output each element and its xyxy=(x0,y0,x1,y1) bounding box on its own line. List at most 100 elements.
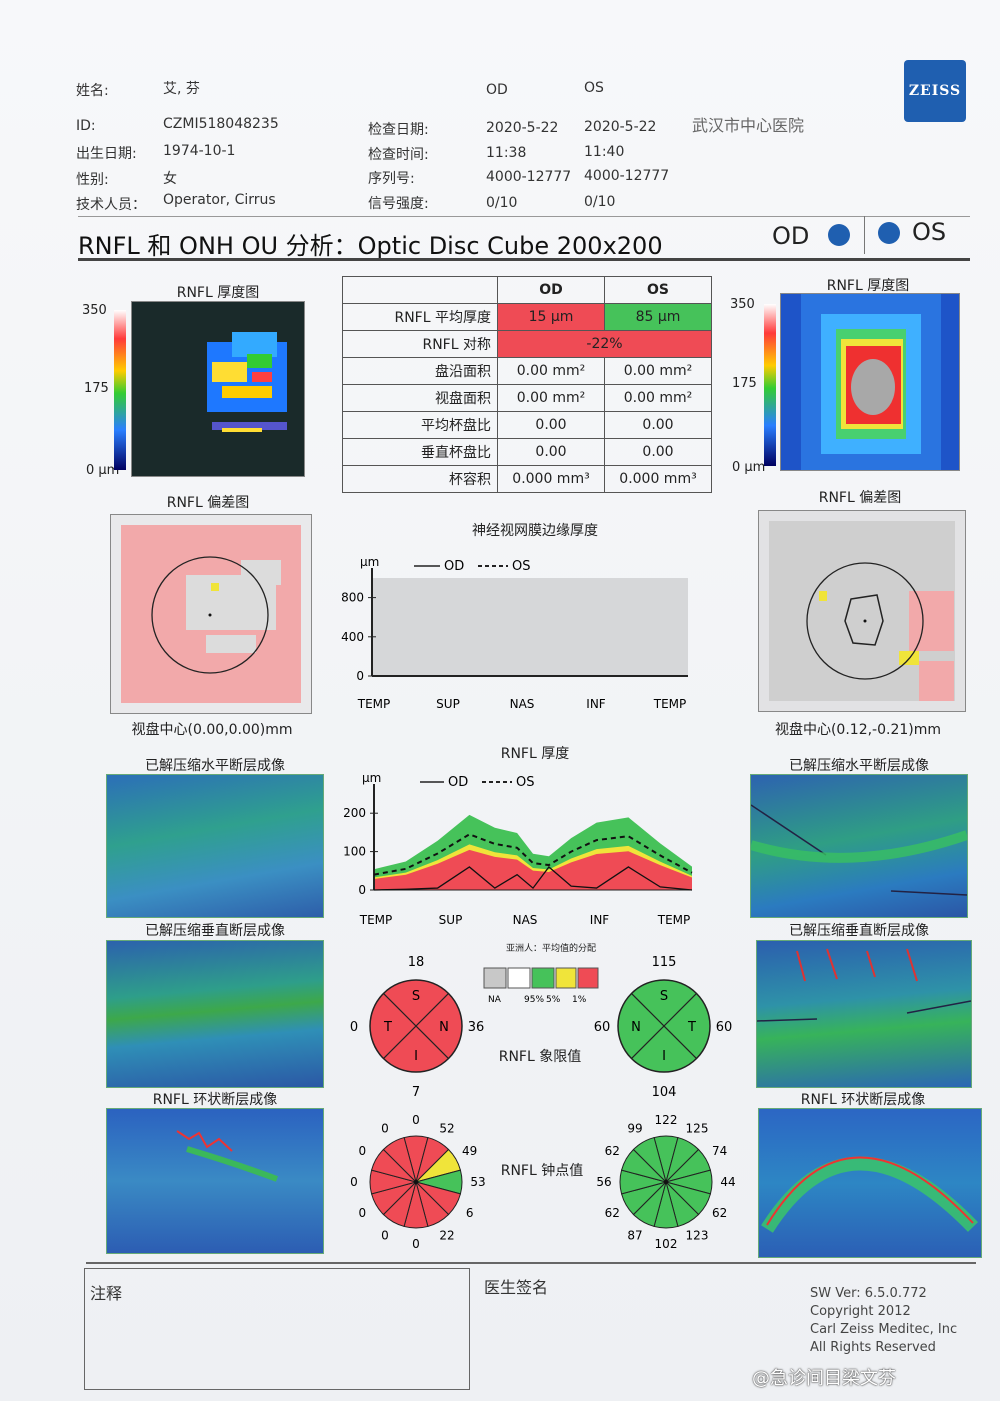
quadrant-title: RNFL 象限值 xyxy=(498,1049,582,1065)
exam-date-od: 2020-5-22 xyxy=(486,120,559,136)
rim-legend-od: OD xyxy=(444,559,464,574)
os-clock-value: 62 xyxy=(605,1144,620,1158)
od-circular-scan-title: RNFL 环状断层成像 xyxy=(152,1092,278,1108)
rim-y-tick-label: 400 xyxy=(341,630,364,644)
od-scale-min: 0 μm xyxy=(86,463,120,478)
od-clock-value: 6 xyxy=(466,1206,474,1220)
os-clock-value: 99 xyxy=(627,1121,642,1135)
od-clock-value: 22 xyxy=(439,1229,454,1243)
table-col-os: OS xyxy=(604,276,712,304)
hospital-name: 武汉市中心医院 xyxy=(692,116,805,135)
os-quadrant-divider xyxy=(631,993,697,1059)
eye-od-label: OD xyxy=(772,222,810,250)
exam-time-label: 检查时间: xyxy=(368,147,429,163)
od-quadrant-letter: S xyxy=(412,989,420,1004)
rnfl-legend-os: OS xyxy=(516,775,534,790)
os-scale-min: 0 μm xyxy=(732,460,766,475)
os-quadrant-letter: I xyxy=(662,1049,666,1064)
os-clock-value: 87 xyxy=(627,1229,642,1243)
watermark: @急诊间目梁文芬 xyxy=(752,1368,896,1389)
os-vertical-scan xyxy=(756,940,972,1088)
id-label: ID: xyxy=(76,118,96,134)
od-quadrant-chart: S N I T 18 36 7 0 xyxy=(350,955,484,1100)
od-clock-value: 0 xyxy=(412,1237,420,1251)
os-disc-center: 视盘中心(0.12,-0.21)mm xyxy=(774,722,942,738)
os-dot-icon xyxy=(878,222,900,244)
od-clock-value: 0 xyxy=(350,1175,358,1189)
dob-label: 出生日期: xyxy=(76,146,137,162)
rnfl-chart-title: RNFL 厚度 xyxy=(500,746,570,762)
od-scale-max: 350 xyxy=(82,303,107,318)
od-quadrant-letter: I xyxy=(414,1049,418,1064)
od-vertical-scan-title: 已解压缩垂直断层成像 xyxy=(145,923,285,939)
rnfl-y-tick-label: 100 xyxy=(343,845,366,859)
os-quadrant-right-value: 60 xyxy=(716,1020,733,1035)
od-quadrant-letter: N xyxy=(439,1020,449,1035)
signature-label: 医生签名 xyxy=(484,1278,549,1297)
od-quadrant-divider xyxy=(383,993,449,1059)
os-clock-value: 123 xyxy=(686,1229,709,1243)
exam-date-os: 2020-5-22 xyxy=(584,119,657,135)
od-horizontal-scan-title: 已解压缩水平断层成像 xyxy=(145,758,285,774)
od-clock-chart: 0 52 49 53 6 22 0 0 0 0 0 0 xyxy=(350,1113,485,1251)
legend-na: NA xyxy=(488,995,502,1005)
od-clock-value: 0 xyxy=(358,1206,366,1220)
notes-label: 注释 xyxy=(90,1284,123,1303)
os-thickness-title: RNFL 厚度图 xyxy=(826,278,910,294)
os-quadrant-inferior-value: 104 xyxy=(652,1085,677,1100)
software-version: SW Ver: 6.5.0.772 xyxy=(810,1286,927,1301)
exam-time-os: 11:40 xyxy=(584,144,625,160)
clock-title: RNFL 钟点值 xyxy=(500,1163,584,1179)
rim-x-tick-label: TEMP xyxy=(357,697,391,711)
rnfl-x-tick-label: TEMP xyxy=(657,913,691,927)
os-clock-value: 62 xyxy=(605,1206,620,1220)
legend-1: 1% xyxy=(572,995,587,1005)
signal-od: 0/10 xyxy=(486,195,518,211)
rnfl-legend-od: OD xyxy=(448,775,468,790)
rnfl-series-od xyxy=(373,866,693,891)
os-quadrant-superior-value: 115 xyxy=(652,955,677,970)
os-vertical-scan-title: 已解压缩垂直断层成像 xyxy=(789,923,929,939)
os-deviation-map xyxy=(758,510,966,712)
table-row: 平均杯盘比 0.00 0.00 xyxy=(342,411,712,439)
od-clock-value: 52 xyxy=(439,1121,454,1135)
os-circular-scan xyxy=(758,1108,982,1258)
exam-date-label: 检查日期: xyxy=(368,122,429,138)
rnfl-x-tick-label: NAS xyxy=(513,913,538,927)
od-color-scale xyxy=(114,310,126,470)
os-clock-value: 122 xyxy=(655,1113,678,1127)
table-corner xyxy=(342,276,498,304)
os-clock-value: 56 xyxy=(596,1175,611,1189)
os-clock-value: 74 xyxy=(712,1144,727,1158)
rim-legend-os: OS xyxy=(512,559,530,574)
os-quadrant-letter: N xyxy=(631,1020,641,1035)
table-col-od: OD xyxy=(497,276,605,304)
os-quadrant-letter: T xyxy=(687,1020,696,1035)
rim-y-tick-label: 0 xyxy=(356,669,364,683)
notes-box[interactable] xyxy=(84,1268,470,1390)
rim-x-tick-label: SUP xyxy=(436,697,460,711)
rnfl-x-tick-label: INF xyxy=(590,913,610,927)
serial-label: 序列号: xyxy=(368,171,415,187)
eye-os-label: OS xyxy=(912,218,947,246)
signal-label: 信号强度: xyxy=(368,196,429,212)
tech-value: Operator, Cirrus xyxy=(163,192,276,208)
rnfl-y-unit: μm xyxy=(362,771,381,785)
serial-od: 4000-12777 xyxy=(486,169,572,185)
od-clock-value: 0 xyxy=(381,1121,389,1135)
rnfl-y-tick-label: 0 xyxy=(358,883,366,897)
serial-os: 4000-12777 xyxy=(584,168,670,184)
table-row: RNFL 对称 -22% xyxy=(342,330,712,358)
od-scale-mid: 175 xyxy=(84,381,109,396)
od-disc-center: 视盘中心(0.00,0.00)mm xyxy=(131,722,293,738)
od-clock-value: 0 xyxy=(381,1229,389,1243)
legend-95: 95% xyxy=(524,995,544,1005)
od-clock-value: 49 xyxy=(462,1144,477,1158)
copyright: Copyright 2012 xyxy=(810,1304,911,1319)
rights: All Rights Reserved xyxy=(810,1340,936,1355)
rim-chart-title: 神经视网膜边缘厚度 xyxy=(472,523,598,539)
rnfl-x-tick-label: SUP xyxy=(439,913,463,927)
name-value: 艾, 芬 xyxy=(163,81,200,97)
os-quadrant-letter: S xyxy=(660,989,668,1004)
